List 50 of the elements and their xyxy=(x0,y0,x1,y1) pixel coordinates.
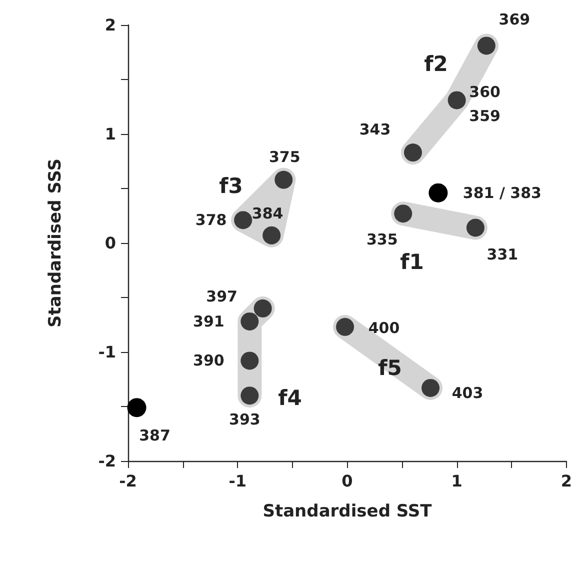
point xyxy=(477,36,496,55)
point xyxy=(254,299,272,318)
x-tick-label: 2 xyxy=(560,472,572,490)
point xyxy=(240,312,259,330)
point xyxy=(422,378,440,397)
annotation: 393 xyxy=(229,410,260,429)
annotation: f2 xyxy=(424,52,448,76)
x-tick-label: -2 xyxy=(119,472,137,490)
annotation: 359 xyxy=(469,107,500,126)
annotation: f4 xyxy=(278,386,302,410)
annotation: f5 xyxy=(378,356,402,380)
x-tick-label: -1 xyxy=(228,472,246,490)
annotation: 391 xyxy=(193,312,224,330)
annotation: 335 xyxy=(366,230,398,249)
y-tick-label: 2 xyxy=(104,16,116,34)
y-tick-label: 0 xyxy=(104,234,116,252)
point xyxy=(262,226,281,244)
y-tick-label: -1 xyxy=(98,342,116,362)
annotation: f1 xyxy=(400,250,424,274)
annotation: 360 xyxy=(469,83,500,102)
annotation: 369 xyxy=(498,10,530,29)
x-tick-label: 0 xyxy=(342,472,353,490)
point xyxy=(240,352,259,370)
point xyxy=(394,204,412,223)
annotation: 331 xyxy=(486,246,518,264)
y-tick-label: 1 xyxy=(104,124,116,144)
annotation: 378 xyxy=(195,211,227,230)
annotation: 387 xyxy=(139,426,170,445)
point xyxy=(448,91,466,110)
point xyxy=(466,218,484,237)
point xyxy=(240,386,259,405)
y-tick-label: -2 xyxy=(98,452,116,470)
point xyxy=(404,144,422,162)
point xyxy=(428,183,448,202)
annotation: 375 xyxy=(268,148,300,166)
annotation: 397 xyxy=(206,287,238,306)
point xyxy=(234,211,252,230)
x-tick-label: 1 xyxy=(451,472,462,490)
x-axis-title: Standardised SST xyxy=(262,502,432,522)
annotation: 400 xyxy=(368,318,400,337)
annotation: 343 xyxy=(359,120,391,139)
annotation: f3 xyxy=(219,174,243,198)
annotation: 390 xyxy=(193,352,224,370)
annotation: 381 / 383 xyxy=(462,184,542,202)
annotation: 403 xyxy=(452,384,484,402)
point xyxy=(127,398,146,418)
point xyxy=(274,170,293,189)
point xyxy=(336,318,354,336)
annotation: 384 xyxy=(252,204,284,222)
y-axis-title: Standardised SSS xyxy=(46,158,66,328)
